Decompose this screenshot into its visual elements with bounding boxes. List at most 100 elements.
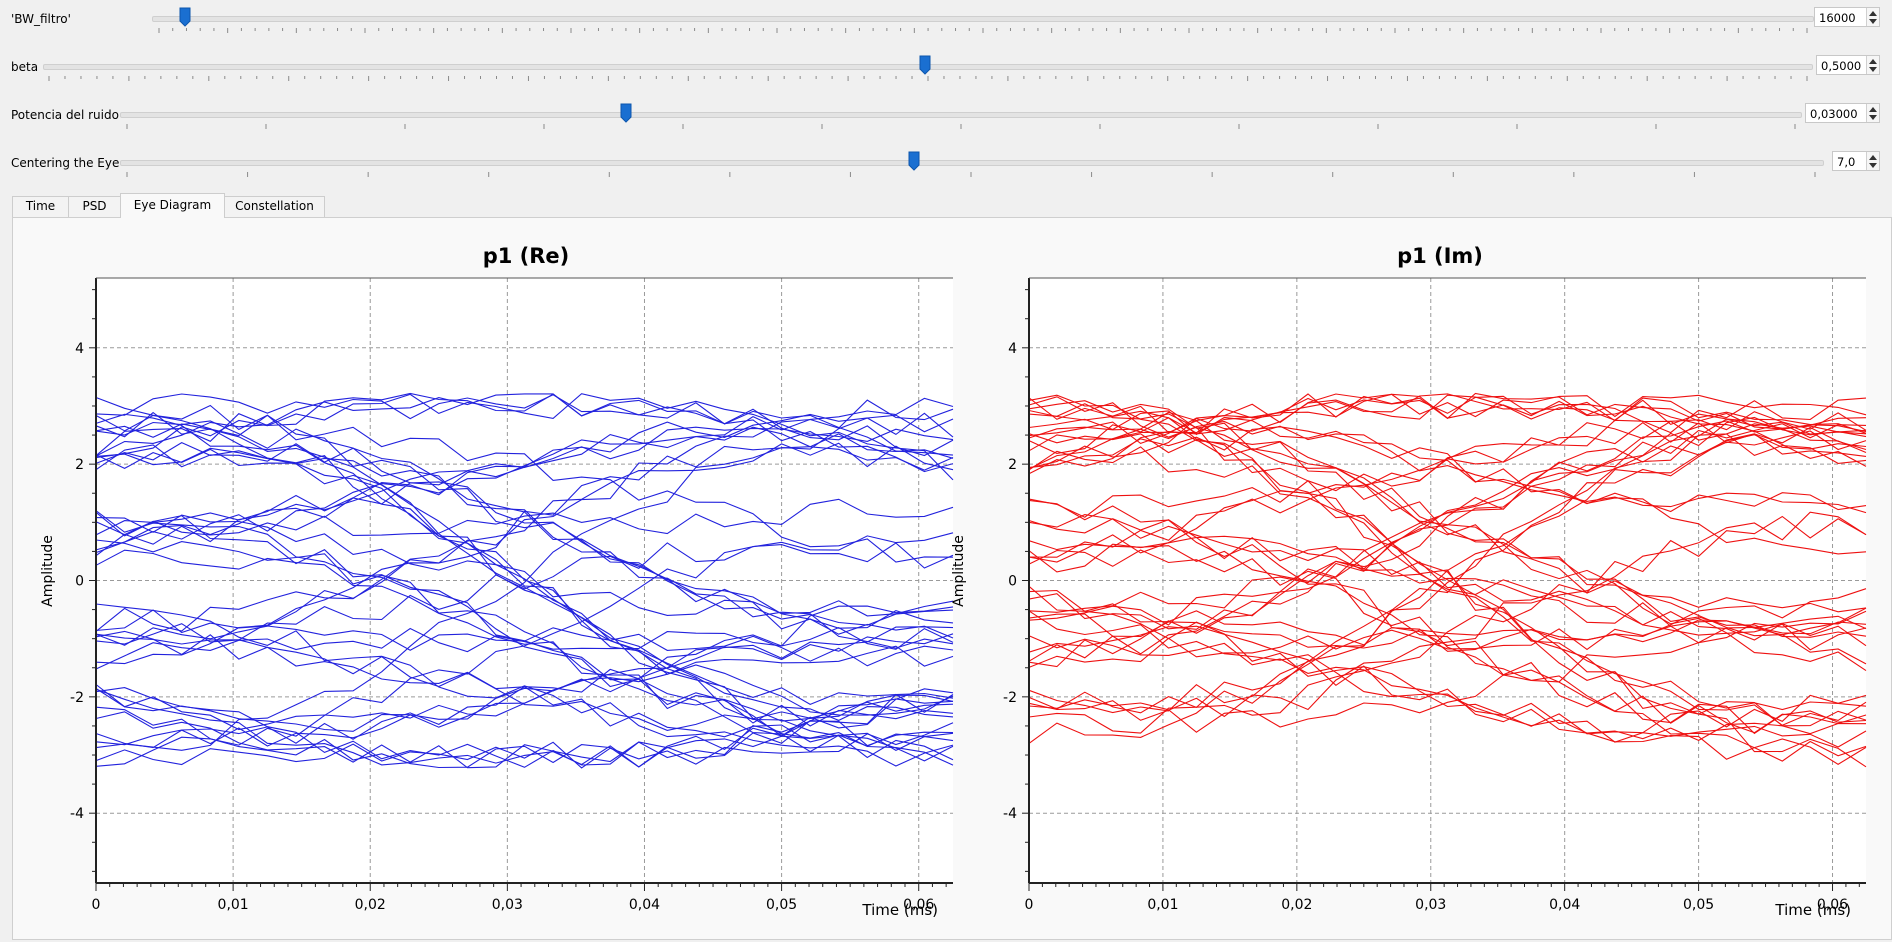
eye-trace bbox=[1028, 420, 1867, 668]
eye-trace bbox=[95, 393, 954, 457]
eye-trace bbox=[95, 688, 954, 768]
spin-up-icon[interactable] bbox=[1869, 59, 1877, 64]
x-tick-label: 0 bbox=[92, 897, 101, 913]
slider-label: Centering the Eye bbox=[11, 156, 120, 170]
slider-track[interactable] bbox=[120, 112, 1802, 118]
slider-handle[interactable] bbox=[620, 103, 632, 123]
slider-row-bw-filtro: 'BW_filtro' 16000 bbox=[0, 0, 1892, 40]
eye-trace bbox=[95, 423, 954, 706]
beta-spinbox[interactable]: 0,5000 bbox=[1816, 55, 1880, 75]
eye-trace bbox=[95, 711, 954, 769]
spinbox-buttons[interactable] bbox=[1866, 56, 1879, 74]
eye-trace bbox=[95, 414, 954, 716]
eye-trace bbox=[95, 645, 954, 749]
eye-trace bbox=[1028, 515, 1867, 734]
eye-trace bbox=[1028, 420, 1867, 514]
eye-trace bbox=[1028, 409, 1867, 726]
plot-title: p1 (Im) bbox=[1397, 244, 1483, 268]
plot-p1-im: p1 (Im) Amplitude Time (ms) -4 -2 0 2 4 0 0,01… bbox=[951, 244, 1867, 919]
eye-trace bbox=[95, 411, 954, 563]
spinbox-buttons[interactable] bbox=[1866, 8, 1879, 26]
slider-label: 'BW_filtro' bbox=[11, 12, 71, 26]
tab-time[interactable]: Time bbox=[12, 196, 69, 217]
eye-trace bbox=[1028, 610, 1867, 668]
eye-trace bbox=[95, 420, 954, 629]
eye-trace bbox=[95, 722, 954, 769]
eye-trace bbox=[1028, 418, 1867, 653]
eye-trace bbox=[1028, 540, 1867, 734]
eye-trace bbox=[95, 441, 954, 649]
plot-ylabel: Amplitude bbox=[40, 535, 56, 607]
y-tick-label: -2 bbox=[1003, 690, 1017, 706]
eye-trace bbox=[95, 414, 954, 751]
y-tick-label: 4 bbox=[1008, 341, 1017, 357]
spin-down-icon[interactable] bbox=[1869, 163, 1877, 168]
eye-trace bbox=[95, 433, 954, 646]
centering-eye-spinbox[interactable]: 7,0 bbox=[1832, 151, 1880, 171]
spinbox-value: 16000 bbox=[1819, 11, 1856, 25]
slider-ticks bbox=[126, 124, 1796, 129]
eye-trace bbox=[1028, 536, 1867, 647]
tab-panel: p1 (Re) Amplitude Time (ms) -4 -2 0 2 4 0 0,01… bbox=[12, 217, 1892, 940]
slider-handle[interactable] bbox=[919, 55, 931, 75]
eye-trace bbox=[95, 532, 954, 767]
spinbox-buttons[interactable] bbox=[1866, 104, 1879, 122]
slider-track[interactable] bbox=[120, 160, 1824, 166]
eye-trace bbox=[95, 626, 954, 732]
x-tick-label: 0,02 bbox=[355, 897, 386, 913]
eye-trace bbox=[95, 448, 954, 722]
eye-diagram-plots: p1 (Re) Amplitude Time (ms) -4 -2 0 2 4 0 0,01… bbox=[40, 244, 1867, 919]
slider-ticks bbox=[48, 76, 1808, 81]
spin-up-icon[interactable] bbox=[1869, 107, 1877, 112]
potencia-ruido-spinbox[interactable]: 0,03000 bbox=[1805, 103, 1880, 123]
bw-filtro-spinbox[interactable]: 16000 bbox=[1814, 7, 1880, 27]
eye-trace bbox=[1028, 426, 1867, 513]
plot-title: p1 (Re) bbox=[483, 244, 570, 268]
x-tick-label: 0,02 bbox=[1281, 897, 1312, 913]
slider-track[interactable] bbox=[152, 16, 1814, 22]
x-tick-label: 0,06 bbox=[1817, 897, 1848, 913]
eye-trace bbox=[1028, 593, 1867, 762]
eye-trace bbox=[1028, 446, 1867, 727]
spin-down-icon[interactable] bbox=[1869, 115, 1877, 120]
eye-trace bbox=[95, 442, 954, 632]
eye-trace bbox=[1028, 400, 1867, 665]
spin-up-icon[interactable] bbox=[1869, 155, 1877, 160]
x-tick-label: 0,03 bbox=[1415, 897, 1446, 913]
eye-trace bbox=[95, 413, 954, 761]
tab-psd[interactable]: PSD bbox=[68, 196, 121, 217]
x-tick-label: 0,05 bbox=[766, 897, 797, 913]
plot-ylabel: Amplitude bbox=[951, 535, 967, 607]
eye-trace bbox=[95, 392, 954, 473]
eye-trace bbox=[95, 498, 954, 536]
y-tick-label: -2 bbox=[70, 690, 84, 706]
spinbox-buttons[interactable] bbox=[1866, 152, 1879, 170]
tab-constellation[interactable]: Constellation bbox=[224, 196, 325, 217]
slider-ticks bbox=[126, 172, 1816, 177]
slider-row-beta: beta 0,5000 bbox=[0, 48, 1892, 88]
plot-p1-re: p1 (Re) Amplitude Time (ms) -4 -2 0 2 4 0 0,01… bbox=[40, 244, 954, 919]
x-tick-label: 0 bbox=[1025, 897, 1034, 913]
spin-down-icon[interactable] bbox=[1869, 19, 1877, 24]
eye-trace bbox=[1028, 410, 1867, 555]
plot-area bbox=[1029, 278, 1866, 883]
slider-handle[interactable] bbox=[179, 7, 191, 27]
eye-trace bbox=[1028, 393, 1867, 467]
slider-label: beta bbox=[11, 60, 39, 74]
x-tick-label: 0,01 bbox=[1147, 897, 1178, 913]
eye-trace bbox=[1028, 635, 1867, 742]
spin-down-icon[interactable] bbox=[1869, 67, 1877, 72]
x-tick-label: 0,06 bbox=[903, 897, 934, 913]
slider-handle[interactable] bbox=[908, 151, 920, 171]
eye-trace bbox=[95, 693, 954, 769]
x-tick-label: 0,03 bbox=[492, 897, 523, 913]
eye-trace bbox=[1028, 416, 1867, 613]
spin-up-icon[interactable] bbox=[1869, 11, 1877, 16]
x-tick-label: 0,05 bbox=[1683, 897, 1714, 913]
tab-eye-diagram[interactable]: Eye Diagram bbox=[120, 193, 225, 218]
y-tick-label: 2 bbox=[75, 457, 84, 473]
eye-trace bbox=[95, 539, 954, 727]
y-tick-label: 4 bbox=[75, 341, 84, 357]
slider-row-potencia-ruido: Potencia del ruido 0,03000 bbox=[0, 96, 1892, 136]
eye-trace bbox=[95, 426, 954, 557]
